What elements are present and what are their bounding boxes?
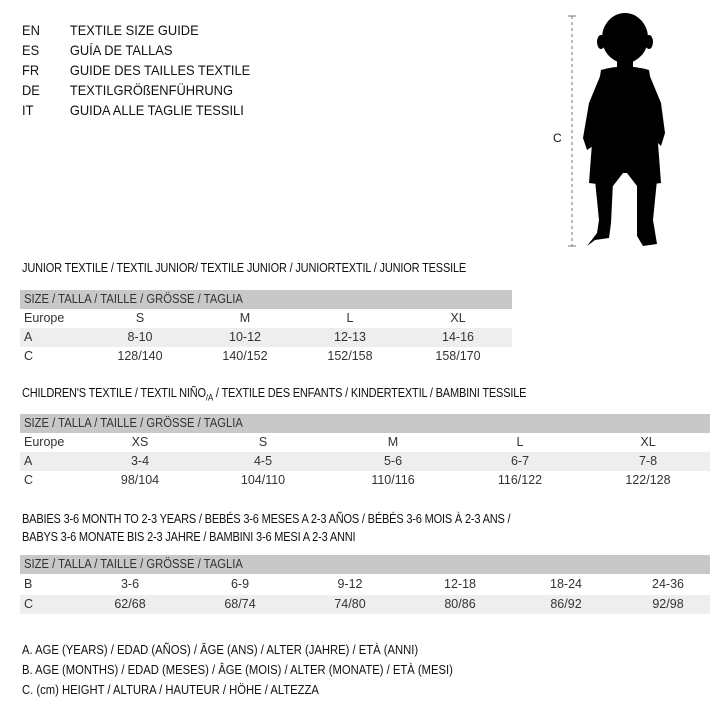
cell: 98/104 bbox=[120, 473, 160, 487]
lang-text: GUÍA DE TALLAS bbox=[69, 42, 173, 58]
row-label: C bbox=[24, 597, 34, 611]
cell: 12-13 bbox=[334, 330, 366, 344]
lang-code: FR bbox=[22, 62, 40, 78]
cell: 6-7 bbox=[510, 454, 530, 468]
table-header-label: SIZE / TALLA / TAILLE / GRÖSSE / TAGLIA bbox=[24, 416, 243, 430]
title-text: / TEXTILE DES ENFANTS / KINDERTEXTIL / B… bbox=[213, 386, 527, 400]
cell: 3-6 bbox=[120, 577, 140, 591]
language-line-it: IT GUIDA ALLE TAGLIE TESSILI bbox=[22, 102, 244, 118]
junior-size-table: SIZE / TALLA / TAILLE / GRÖSSE / TAGLIA … bbox=[20, 290, 512, 366]
cell: XS bbox=[131, 435, 149, 449]
row-label: A bbox=[24, 454, 33, 468]
cell: 128/140 bbox=[117, 349, 163, 363]
row-label: Europe bbox=[24, 435, 65, 449]
table-row: C 98/104 104/110 110/116 116/122 122/128 bbox=[20, 471, 710, 490]
legend-a: A. AGE (YEARS) / EDAD (AÑOS) / ÂGE (ANS)… bbox=[22, 643, 419, 657]
table-header: SIZE / TALLA / TAILLE / GRÖSSE / TAGLIA bbox=[20, 555, 710, 574]
cell: 104/110 bbox=[240, 473, 286, 487]
cell: 110/116 bbox=[371, 473, 415, 487]
row-label: C bbox=[24, 349, 34, 363]
table-row: Europe XS S M L XL bbox=[20, 433, 710, 452]
cell: S bbox=[258, 435, 268, 449]
table-row: Europe S M L XL bbox=[20, 309, 512, 328]
cell: 3-4 bbox=[130, 454, 150, 468]
table-row: B 3-6 6-9 9-12 12-18 18-24 24-36 bbox=[20, 574, 710, 595]
cell: 12-18 bbox=[444, 577, 476, 591]
row-label: B bbox=[24, 577, 33, 591]
title-text: CHILDREN'S TEXTILE / TEXTIL NIÑO bbox=[22, 386, 206, 400]
cell: 9-12 bbox=[337, 577, 363, 591]
cell: 18-24 bbox=[550, 577, 582, 591]
table-row: A 8-10 10-12 12-13 14-16 bbox=[20, 328, 512, 347]
cell: M bbox=[387, 435, 399, 449]
lang-text: GUIDA ALLE TAGLIE TESSILI bbox=[69, 102, 244, 118]
babies-size-table: SIZE / TALLA / TAILLE / GRÖSSE / TAGLIA … bbox=[20, 555, 710, 614]
cell: 24-36 bbox=[652, 577, 684, 591]
legend-c: C. (cm) HEIGHT / ALTURA / HAUTEUR / HÖHE… bbox=[22, 683, 319, 697]
height-measure-label: C bbox=[553, 131, 562, 145]
cell: 80/86 bbox=[444, 597, 476, 611]
cell: 86/92 bbox=[550, 597, 582, 611]
cell: 122/128 bbox=[625, 473, 671, 487]
table-header: SIZE / TALLA / TAILLE / GRÖSSE / TAGLIA bbox=[20, 414, 710, 433]
table-row: C 62/68 68/74 74/80 80/86 86/92 92/98 bbox=[20, 595, 710, 614]
table-header: SIZE / TALLA / TAILLE / GRÖSSE / TAGLIA bbox=[20, 290, 512, 309]
children-section-title: CHILDREN'S TEXTILE / TEXTIL NIÑO/A / TEX… bbox=[22, 386, 527, 403]
lang-code: EN bbox=[22, 22, 40, 38]
cell: XL bbox=[640, 435, 656, 449]
title-subscript: /A bbox=[205, 392, 214, 403]
cell: S bbox=[135, 311, 145, 325]
language-line-en: EN TEXTILE SIZE GUIDE bbox=[22, 22, 199, 38]
cell: 62/68 bbox=[114, 597, 146, 611]
babies-section-title-line2: BABYS 3-6 MONATE BIS 2-3 JAHRE / BAMBINI… bbox=[22, 530, 356, 544]
language-line-de: DE TEXTILGRÖßENFÜHRUNG bbox=[22, 82, 233, 98]
row-label: Europe bbox=[24, 311, 65, 325]
row-label: A bbox=[24, 330, 33, 344]
cell: 14-16 bbox=[442, 330, 474, 344]
legend-b: B. AGE (MONTHS) / EDAD (MESES) / ÂGE (MO… bbox=[22, 663, 453, 677]
cell: 74/80 bbox=[334, 597, 366, 611]
junior-section-title: JUNIOR TEXTILE / TEXTIL JUNIOR/ TEXTILE … bbox=[22, 261, 467, 275]
cell: 5-6 bbox=[383, 454, 403, 468]
baby-silhouette-icon bbox=[568, 13, 665, 247]
lang-code: DE bbox=[22, 82, 40, 98]
lang-text: TEXTILE SIZE GUIDE bbox=[69, 22, 199, 38]
table-header-label: SIZE / TALLA / TAILLE / GRÖSSE / TAGLIA bbox=[24, 292, 243, 306]
cell: 7-8 bbox=[638, 454, 658, 468]
cell: 8-10 bbox=[127, 330, 153, 344]
cell: 152/158 bbox=[327, 349, 373, 363]
table-row: A 3-4 4-5 5-6 6-7 7-8 bbox=[20, 452, 710, 471]
cell: L bbox=[346, 311, 354, 325]
lang-text: GUIDE DES TAILLES TEXTILE bbox=[69, 62, 251, 78]
row-label: C bbox=[24, 473, 34, 487]
cell: XL bbox=[450, 311, 466, 325]
lang-code: ES bbox=[22, 42, 40, 58]
cell: 158/170 bbox=[435, 349, 481, 363]
cell: 68/74 bbox=[224, 597, 256, 611]
table-header-label: SIZE / TALLA / TAILLE / GRÖSSE / TAGLIA bbox=[24, 557, 243, 571]
lang-text: TEXTILGRÖßENFÜHRUNG bbox=[69, 82, 233, 98]
cell: L bbox=[516, 435, 524, 449]
cell: M bbox=[239, 311, 251, 325]
cell: 4-5 bbox=[253, 454, 273, 468]
children-size-table: SIZE / TALLA / TAILLE / GRÖSSE / TAGLIA … bbox=[20, 414, 710, 490]
table-row: C 128/140 140/152 152/158 158/170 bbox=[20, 347, 512, 366]
cell: 116/122 bbox=[497, 473, 543, 487]
cell: 92/98 bbox=[652, 597, 684, 611]
language-line-es: ES GUÍA DE TALLAS bbox=[22, 42, 172, 58]
babies-section-title-line1: BABIES 3-6 MONTH TO 2-3 YEARS / BEBÉS 3-… bbox=[22, 512, 511, 526]
cell: 140/152 bbox=[222, 349, 268, 363]
language-line-fr: FR GUIDE DES TAILLES TEXTILE bbox=[22, 62, 250, 78]
cell: 6-9 bbox=[230, 577, 250, 591]
lang-code: IT bbox=[22, 102, 34, 118]
cell: 10-12 bbox=[229, 330, 261, 344]
